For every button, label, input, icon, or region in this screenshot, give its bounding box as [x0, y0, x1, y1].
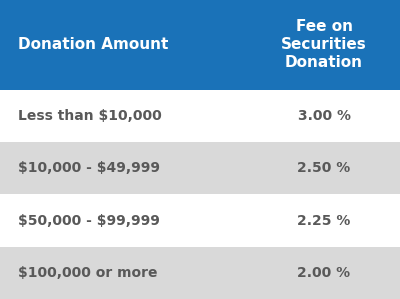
Text: Donation Amount: Donation Amount	[18, 37, 168, 52]
Bar	[0, 247, 400, 299]
Bar	[0, 142, 400, 194]
Text: Less than \$10,000: Less than \$10,000	[18, 109, 162, 123]
Text: 2.25 %: 2.25 %	[297, 213, 351, 228]
Text: 2.50 %: 2.50 %	[297, 161, 351, 175]
Bar	[0, 0, 400, 90]
Bar	[0, 194, 400, 247]
Text: 3.00 %: 3.00 %	[298, 109, 350, 123]
Text: 2.00 %: 2.00 %	[298, 266, 350, 280]
Bar	[0, 90, 400, 142]
Text: \$50,000 - \$99,999: \$50,000 - \$99,999	[18, 213, 160, 228]
Text: \$100,000 or more: \$100,000 or more	[18, 266, 158, 280]
Text: Fee on
Securities
Donation: Fee on Securities Donation	[281, 19, 367, 70]
Text: \$10,000 - \$49,999: \$10,000 - \$49,999	[18, 161, 160, 175]
